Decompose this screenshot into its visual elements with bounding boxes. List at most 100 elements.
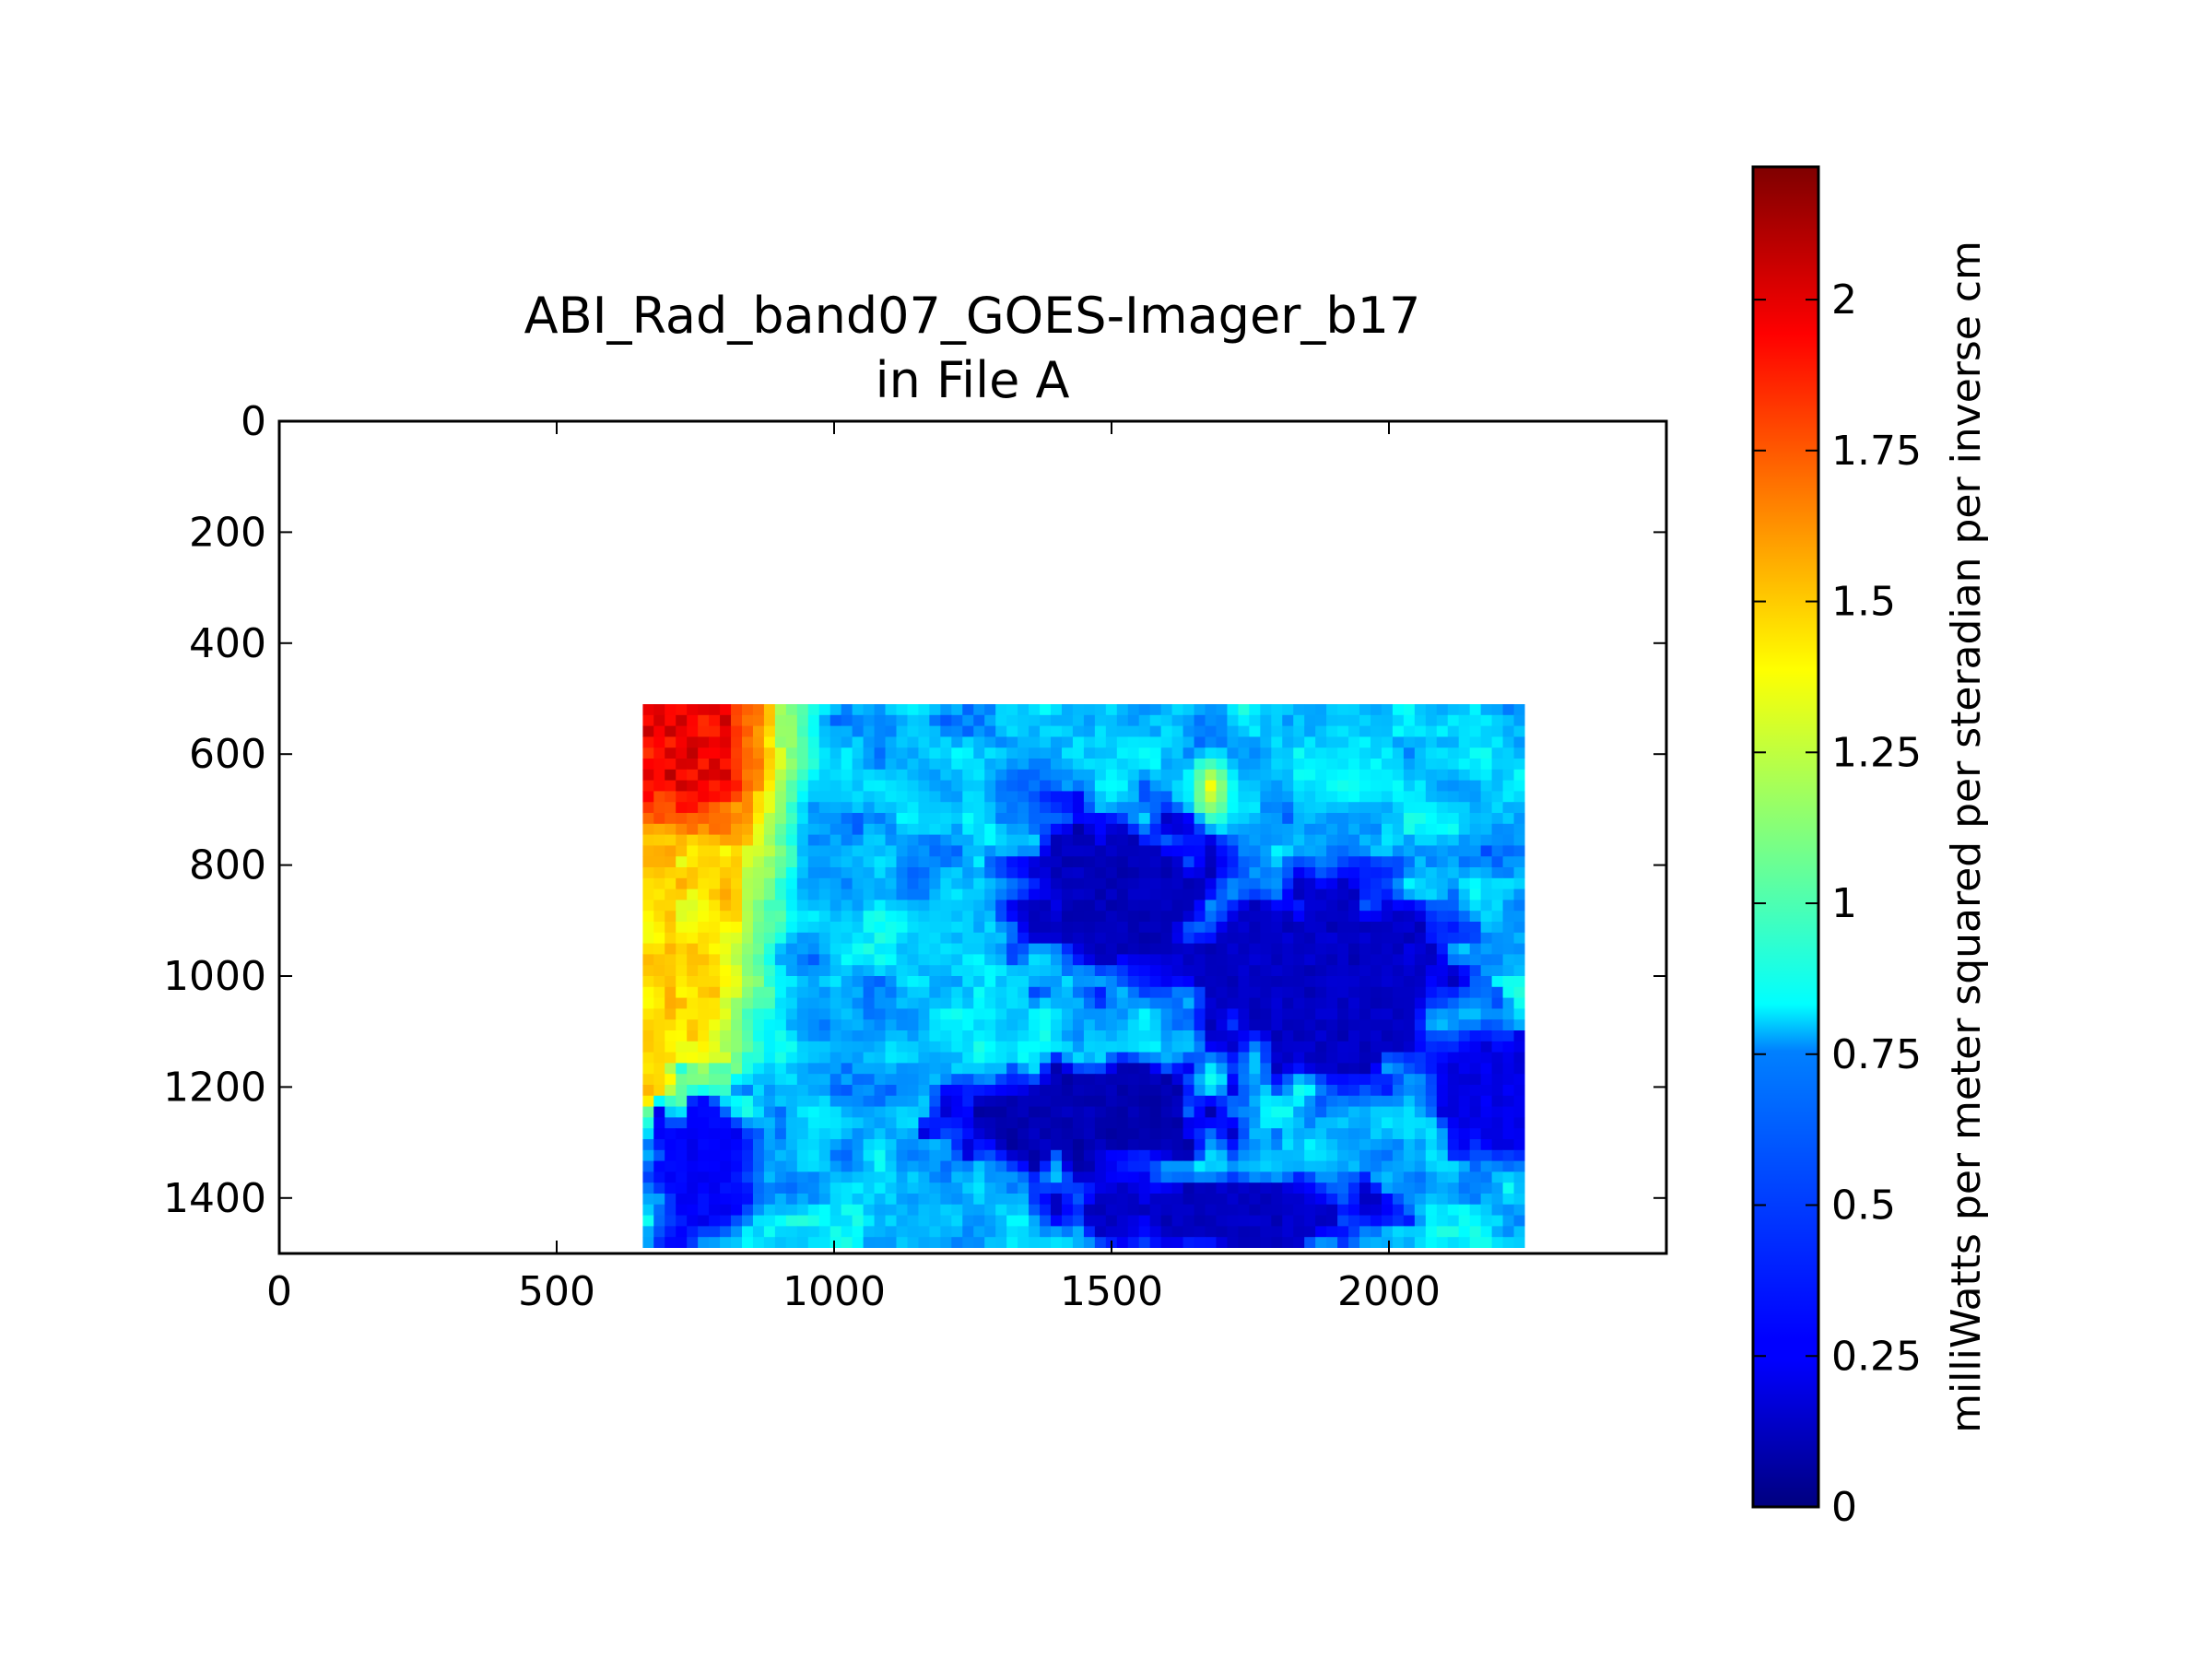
heatmap-cell (1006, 1095, 1018, 1108)
heatmap-cell (1072, 1226, 1085, 1238)
heatmap-cell (1227, 1117, 1239, 1129)
heatmap-cell (698, 1052, 710, 1064)
heatmap-cell (731, 704, 743, 716)
heatmap-cell (874, 1237, 887, 1248)
heatmap-cell (1127, 1182, 1140, 1194)
heatmap-cell (1502, 736, 1515, 748)
heatmap-cell (841, 1237, 853, 1248)
heatmap-cell (852, 1052, 865, 1064)
heatmap-cell (1105, 823, 1118, 836)
heatmap-cell (1051, 911, 1063, 923)
heatmap-cell (995, 769, 1007, 782)
heatmap-cell (1149, 976, 1162, 988)
heatmap-cell (951, 1041, 963, 1053)
heatmap-cell (1116, 1128, 1129, 1140)
heatmap-cell (1227, 1215, 1239, 1227)
heatmap-cell (1029, 900, 1041, 912)
heatmap-cell (720, 1160, 732, 1172)
heatmap-cell (1359, 1171, 1371, 1183)
heatmap-cell (1149, 1063, 1162, 1075)
heatmap-cell (807, 877, 820, 890)
heatmap-cell (1359, 813, 1371, 825)
heatmap-cell (1403, 1063, 1416, 1075)
heatmap-cell (731, 1063, 743, 1075)
heatmap-cell (1227, 1237, 1239, 1248)
heatmap-cell (709, 1204, 721, 1217)
heatmap-cell (1051, 704, 1063, 716)
heatmap-cell (1392, 1117, 1405, 1129)
heatmap-cell (1381, 1182, 1394, 1194)
heatmap-cell (1403, 1128, 1416, 1140)
heatmap-cell (1370, 965, 1382, 977)
heatmap-cell (687, 965, 699, 977)
heatmap-cell (818, 954, 831, 966)
heatmap-cell (1061, 823, 1074, 836)
heatmap-cell (785, 986, 798, 999)
heatmap-cell (698, 986, 710, 999)
heatmap-cell (940, 1204, 952, 1217)
heatmap-cell (1359, 888, 1371, 901)
heatmap-cell (1502, 1138, 1515, 1151)
heatmap-cell (1051, 888, 1063, 901)
heatmap-cell (973, 943, 985, 955)
heatmap-cell (1425, 1160, 1438, 1172)
heatmap-cell (1094, 954, 1107, 966)
heatmap-cell (1072, 922, 1085, 934)
y-tick-label: 800 (189, 842, 266, 889)
heatmap-cell (1425, 877, 1438, 890)
heatmap-cell (1502, 1052, 1515, 1064)
heatmap-cell (1194, 834, 1206, 847)
heatmap-cell (665, 1128, 677, 1140)
heatmap-cell (1359, 986, 1371, 999)
heatmap-cell (720, 736, 732, 748)
heatmap-cell (1194, 932, 1206, 945)
heatmap-cell (807, 900, 820, 912)
heatmap-cell (1182, 1030, 1195, 1042)
heatmap-cell (1414, 834, 1427, 847)
heatmap-cell (731, 1215, 743, 1227)
heatmap-cell (896, 986, 909, 999)
heatmap-cell (676, 1138, 688, 1151)
heatmap-cell (676, 1226, 688, 1238)
heatmap-cell (1414, 1030, 1427, 1042)
heatmap-cell (1182, 759, 1195, 771)
heatmap-cell (830, 1117, 842, 1129)
heatmap-cell (951, 736, 963, 748)
heatmap-cell (1293, 780, 1305, 793)
heatmap-cell (676, 714, 688, 727)
heatmap-cell (1216, 736, 1229, 748)
heatmap-cell (874, 954, 887, 966)
heatmap-cell (885, 802, 898, 814)
heatmap-cell (841, 1019, 853, 1031)
heatmap-cell (896, 1171, 909, 1183)
heatmap-cell (1436, 1052, 1449, 1064)
heatmap-cell (665, 834, 677, 847)
heatmap-cell (1149, 856, 1162, 868)
heatmap-cell (1238, 856, 1250, 868)
heatmap-cell (1260, 1008, 1272, 1020)
heatmap-cell (1469, 877, 1482, 890)
heatmap-cell (1480, 986, 1493, 999)
heatmap-cell (1018, 911, 1030, 923)
heatmap-cell (1392, 1182, 1405, 1194)
heatmap-cell (995, 1074, 1007, 1086)
heatmap-cell (1116, 943, 1129, 955)
heatmap-cell (1061, 802, 1074, 814)
heatmap-cell (785, 1074, 798, 1086)
heatmap-cell (1359, 759, 1371, 771)
heatmap-cell (841, 1171, 853, 1183)
heatmap-cell (687, 1171, 699, 1183)
heatmap-cell (1182, 1182, 1195, 1194)
heatmap-cell (1116, 769, 1129, 782)
heatmap-cell (1238, 759, 1250, 771)
heatmap-cell (918, 976, 930, 988)
heatmap-cell (1105, 856, 1118, 868)
heatmap-cell (929, 1226, 941, 1238)
heatmap-cell (1182, 1008, 1195, 1020)
heatmap-cell (1381, 1052, 1394, 1064)
heatmap-cell (1392, 877, 1405, 890)
heatmap-cell (1018, 1019, 1030, 1031)
heatmap-cell (1138, 704, 1151, 716)
heatmap-cell (1293, 813, 1305, 825)
heatmap-cell (1260, 986, 1272, 999)
